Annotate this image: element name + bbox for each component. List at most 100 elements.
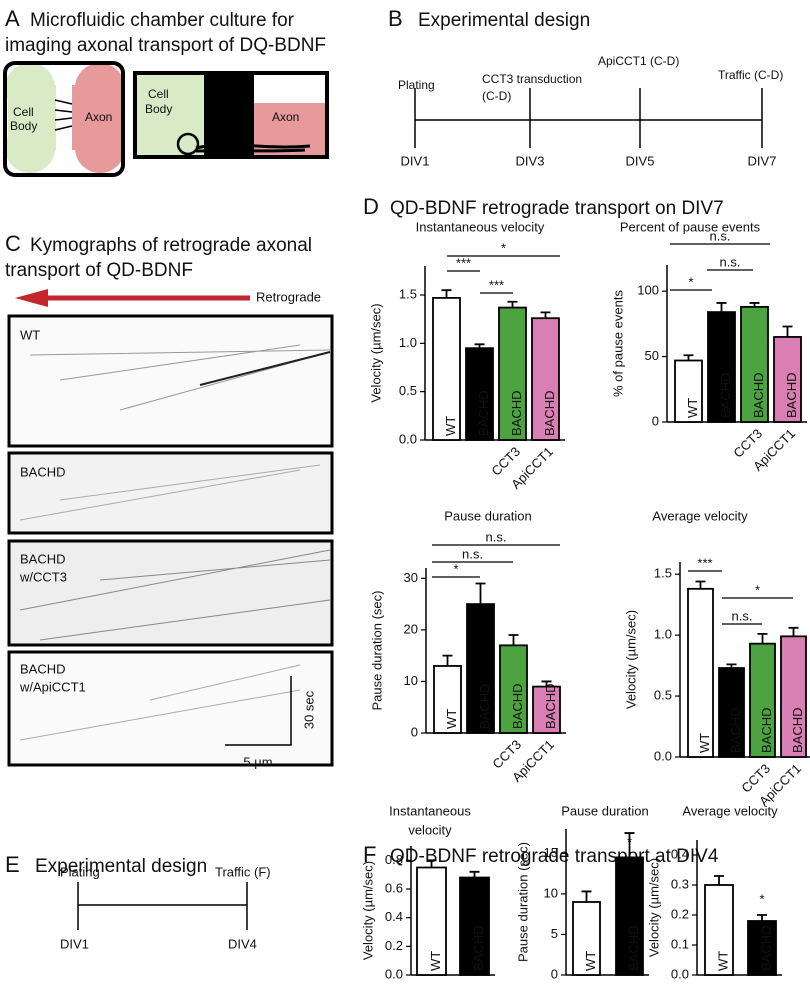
significance-label: n.s. (710, 228, 731, 243)
error-bar (474, 343, 485, 349)
day-label: DIV3 (516, 153, 545, 168)
y-tick-label: 1.5 (399, 286, 417, 301)
panel-letter: D (363, 194, 379, 219)
bar-label: WT (697, 733, 712, 753)
significance-label: * (688, 274, 693, 289)
y-tick-label: 5 (551, 926, 558, 941)
panel-title: Microfluidic chamber culture for (30, 10, 295, 31)
event-label: Traffic (F) (215, 864, 271, 879)
y-tick-label: 0 (652, 413, 659, 428)
error-bar (714, 875, 724, 885)
event-label: Plating (398, 78, 435, 92)
chart-title: Average velocity (652, 508, 748, 523)
y-tick-label: 0.0 (654, 748, 672, 763)
y-axis-label: Pause duration (sec) (369, 591, 384, 711)
y-tick-label: 0.0 (671, 966, 689, 981)
bar (499, 644, 528, 734)
significance-label: * (759, 891, 764, 906)
diagram-label: Cell (13, 105, 34, 119)
scale-label: 5 µm (243, 754, 272, 769)
y-tick-label: 0.4 (671, 846, 689, 861)
bar-label: WT (428, 951, 443, 971)
kymograph-label: BACHD (20, 464, 66, 479)
bar (740, 305, 769, 423)
y-tick-label: 1.0 (654, 627, 672, 642)
panel-letter: E (5, 852, 20, 877)
bar (747, 920, 777, 976)
significance-label: *** (456, 255, 471, 270)
error-bar (507, 300, 518, 308)
bar-label: WT (685, 398, 700, 418)
error-bar (469, 870, 480, 878)
significance-label: * (501, 240, 506, 255)
y-tick-label: 50 (645, 348, 659, 363)
error-bar (749, 302, 760, 307)
error-bar (788, 626, 799, 637)
significance-label: *** (489, 277, 504, 292)
bar-label: BACHD (510, 683, 525, 729)
day-label: DIV7 (748, 153, 777, 168)
error-bar (683, 354, 694, 361)
bar-label: WT (583, 951, 598, 971)
bar-label: BACHD (758, 925, 773, 971)
event-label: Traffic (C-D) (718, 68, 783, 82)
diagram-label: Axon (85, 110, 112, 124)
bar-label: WT (715, 951, 730, 971)
chart-title: Pause duration (561, 803, 648, 818)
bar-label: BACHD (751, 372, 766, 418)
bar (433, 665, 462, 734)
y-tick-label: 0.2 (671, 906, 689, 921)
error-bar (541, 680, 552, 687)
bar (687, 587, 714, 758)
y-axis-label: % of pause events (610, 290, 625, 397)
y-tick-label: 100 (637, 283, 659, 298)
y-tick-label: 0.4 (385, 909, 403, 924)
significance-label: n.s. (720, 254, 741, 269)
bar-label: BACHD (543, 683, 558, 729)
panel-title: transport of QD-BDNF (5, 260, 193, 281)
bar-label: WT (443, 416, 458, 436)
panel-letter: C (5, 231, 21, 256)
bar-label: BACHD (477, 683, 492, 729)
panel-letter: F (363, 842, 376, 867)
event-label: Plating (60, 864, 100, 879)
error-bar (757, 914, 767, 921)
y-tick-label: 0.6 (385, 880, 403, 895)
y-axis-label: Velocity (µm/sec) (646, 858, 661, 957)
bar-label: BACHD (790, 707, 805, 753)
y-tick-label: 0 (411, 724, 418, 739)
error-bar (581, 890, 592, 902)
bar-label: BACHD (626, 925, 641, 971)
bar-label: BACHD (784, 372, 799, 418)
bar (459, 876, 490, 976)
error-bar (695, 580, 706, 589)
bar (432, 296, 461, 441)
y-tick-label: 30 (404, 570, 418, 585)
timeline (414, 88, 763, 148)
y-tick-label: 15 (544, 845, 558, 860)
error-bar (441, 289, 452, 298)
y-tick-label: 0.3 (671, 876, 689, 891)
y-tick-label: 1.5 (654, 566, 672, 581)
error-bar (508, 634, 519, 646)
error-bar (782, 325, 793, 337)
bar (498, 306, 527, 441)
significance-label: * (453, 561, 458, 576)
significance-label: * (755, 582, 760, 597)
significance-label: *** (697, 555, 712, 570)
y-tick-label: 10 (544, 885, 558, 900)
bar (532, 685, 561, 734)
y-tick-label: 0.1 (671, 936, 689, 951)
error-bar (624, 832, 635, 858)
error-bar (757, 633, 768, 644)
bar (615, 856, 644, 976)
panel-title: Kymographs of retrograde axonal (30, 235, 312, 256)
diagram-label: Body (10, 119, 37, 133)
scale-label: 30 sec (301, 690, 316, 729)
timeline (77, 882, 248, 930)
bar-label: BACHD (718, 372, 733, 418)
bar-label: BACHD (542, 390, 557, 436)
bar-label: WT (444, 709, 459, 729)
bar (704, 884, 734, 976)
significance-label: * (627, 834, 632, 849)
